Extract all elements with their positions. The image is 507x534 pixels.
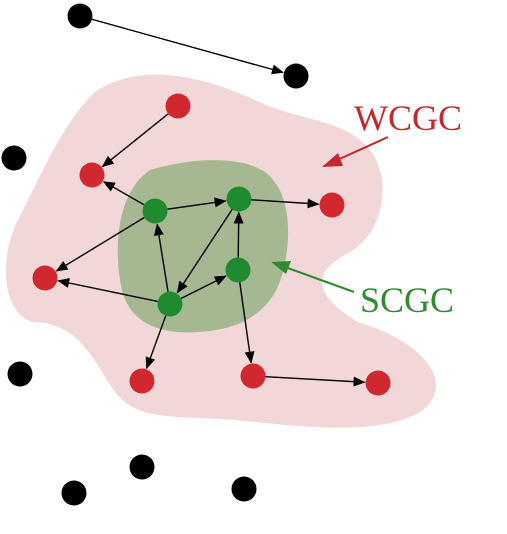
other-node-b1 — [67, 3, 93, 29]
other-node-b4 — [7, 361, 33, 387]
scgc-label: SCGC — [360, 280, 454, 320]
edge-arrow-g4-to-g1 — [153, 223, 169, 292]
wcgc-node-r6 — [240, 363, 266, 389]
wcgc-node-r2 — [79, 162, 105, 188]
other-node-b5 — [129, 454, 155, 480]
other-node-b2 — [283, 63, 309, 89]
edge-arrow-g2-to-r3 — [251, 198, 320, 209]
other-node-b3 — [1, 145, 27, 171]
other-node-b7 — [231, 476, 257, 502]
edge-arrow-r1-to-r2 — [101, 113, 169, 168]
wcgc-node-r1 — [165, 93, 191, 119]
edge-arrow-g4-to-r5 — [145, 315, 167, 370]
edge-arrow-g1-to-g2 — [167, 197, 227, 210]
wcgc-node-r3 — [319, 192, 345, 218]
wcgc-label: WCGC — [354, 98, 462, 138]
scgc-node-g2 — [226, 186, 252, 212]
edge-arrow-g4-to-g3 — [180, 275, 227, 300]
scgc-node-g4 — [157, 291, 183, 317]
wcgc-pointer-arrowhead — [322, 153, 343, 167]
scgc-region — [117, 160, 289, 333]
edge-arrow-g3-to-g2 — [233, 211, 244, 258]
wcgc-node-r7 — [365, 370, 391, 396]
edge-arrow-g3-to-r6 — [239, 282, 255, 364]
edge-arrow-g1-to-r2 — [102, 181, 145, 206]
edge-arrow-g2-to-g4 — [176, 209, 233, 294]
edge-arrow-g4-to-r4 — [57, 278, 158, 303]
edge-arrow-b1-to-b2 — [91, 18, 284, 75]
edge-arrow-g1-to-r4 — [55, 216, 145, 272]
scgc-node-g1 — [142, 198, 168, 224]
scgc-pointer-arrowhead — [271, 261, 291, 274]
wcgc-node-r5 — [129, 368, 155, 394]
edge-arrow-r6-to-r7 — [265, 376, 366, 387]
other-node-b6 — [61, 480, 87, 506]
scgc-node-g3 — [225, 257, 251, 283]
wcgc-node-r4 — [32, 265, 58, 291]
